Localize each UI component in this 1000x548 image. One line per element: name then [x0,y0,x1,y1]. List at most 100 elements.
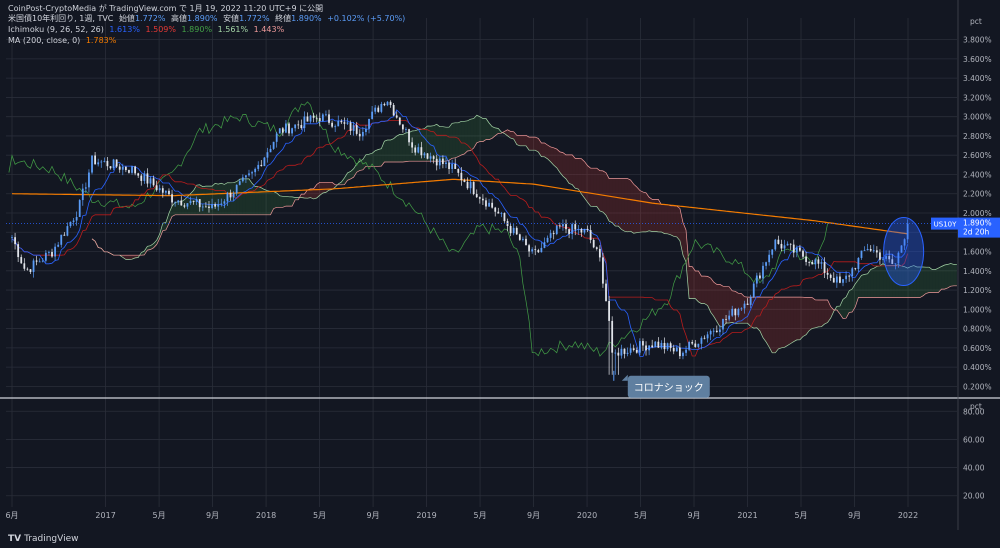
candle-body [312,115,315,118]
candle-body [318,118,321,122]
cloud-segment [208,186,213,215]
candle-body [718,329,721,333]
candle-body [420,147,423,156]
low-value: 1.772% [239,14,270,23]
ichimoku-span-a-line [91,114,957,354]
callout-text: コロナショック [634,382,704,394]
cloud-segment [273,191,277,209]
symbol-tag-text: US10Y [934,221,957,229]
cloud-segment [910,265,914,298]
ma200-line [11,178,908,235]
cloud-segment [365,154,370,167]
candle-body [103,160,106,162]
candle-body [848,275,851,277]
candle-body [700,337,703,344]
x-tick-label: 2022 [898,511,918,520]
cloud-segment [615,178,619,227]
candle-body [17,244,20,258]
cloud-segment [455,122,459,158]
cloud-segment [849,288,853,313]
candle-body [35,260,38,262]
candle-body [623,348,626,354]
candle-body [368,118,370,129]
candle-body [149,178,152,184]
cloud-segment [147,245,151,251]
candle-body [321,114,324,122]
candle-body [882,258,884,260]
candle-body [100,161,103,163]
candle-body [201,206,204,208]
cloud-segment [218,183,222,215]
cloud-segment [609,178,613,223]
candle-body [358,133,361,137]
candle-body [709,330,712,335]
candle-body [518,234,521,240]
cloud-segment [627,178,631,232]
candle-body [398,117,401,125]
cloud-segment [944,264,948,290]
cloud-segment [606,172,610,222]
cloud-segment [861,274,865,298]
candle-body [217,204,220,207]
bottom-bar [0,530,1000,548]
close-value: 1.890% [291,14,322,23]
candle-body [835,276,838,283]
cloud-segment [329,182,333,191]
x-tick-label: 5月 [634,511,647,520]
cloud-segment [581,158,585,199]
cloud-segment [686,230,690,299]
x-tick-label: 9月 [206,511,219,520]
candle-body [805,256,807,262]
candle-body [346,122,349,124]
cloud-segment [719,284,723,327]
cloud-segment [353,163,357,178]
candle-body [278,128,281,134]
candle-body [537,250,540,253]
cloud-segment [212,183,216,215]
y-tick-label: 2.800% [963,132,992,141]
candle-body [168,190,170,195]
candle-body [469,181,472,189]
candle-body [121,166,124,170]
candle-body [257,164,260,169]
cloud-segment [883,263,887,298]
cloud-segment [642,192,647,232]
candle-body [306,116,309,122]
cloud-segment [559,151,563,177]
cloud-segment [652,199,656,232]
candle-body [448,162,450,169]
cloud-segment [344,172,348,185]
candle-body [189,200,192,204]
candle-body [63,234,66,236]
attribution: CoinPost-CryptoMedia が TradingView.com で… [8,4,324,13]
cloud-segment [245,178,249,215]
candle-body [562,224,564,227]
candle-body [340,121,343,123]
cloud-segment [621,178,625,232]
cloud-segment [227,182,231,215]
cloud-segment [433,124,437,162]
x-tick-label: 2017 [95,511,115,520]
candle-body [152,178,155,186]
candle-body [48,252,50,253]
candle-body [672,347,675,352]
cloud-segment [646,192,650,232]
candle-body [315,117,318,119]
close-label: 終値 [275,14,292,23]
candle-body [263,157,266,167]
cloud-segment [904,266,908,298]
header-line-ma: MA (200, close, 0) 1.783% [8,36,119,46]
candle-body [839,276,841,283]
cloud-segment [239,178,243,215]
candle-body [155,185,158,191]
candle-body [435,158,438,166]
cloud-segment [165,213,169,231]
candle-body [740,308,743,310]
candle-body [328,114,330,123]
candle-body [783,245,786,249]
candle-body [549,233,552,238]
cloud-segment [775,297,779,353]
candle-body [325,114,327,116]
candle-body [675,347,678,352]
